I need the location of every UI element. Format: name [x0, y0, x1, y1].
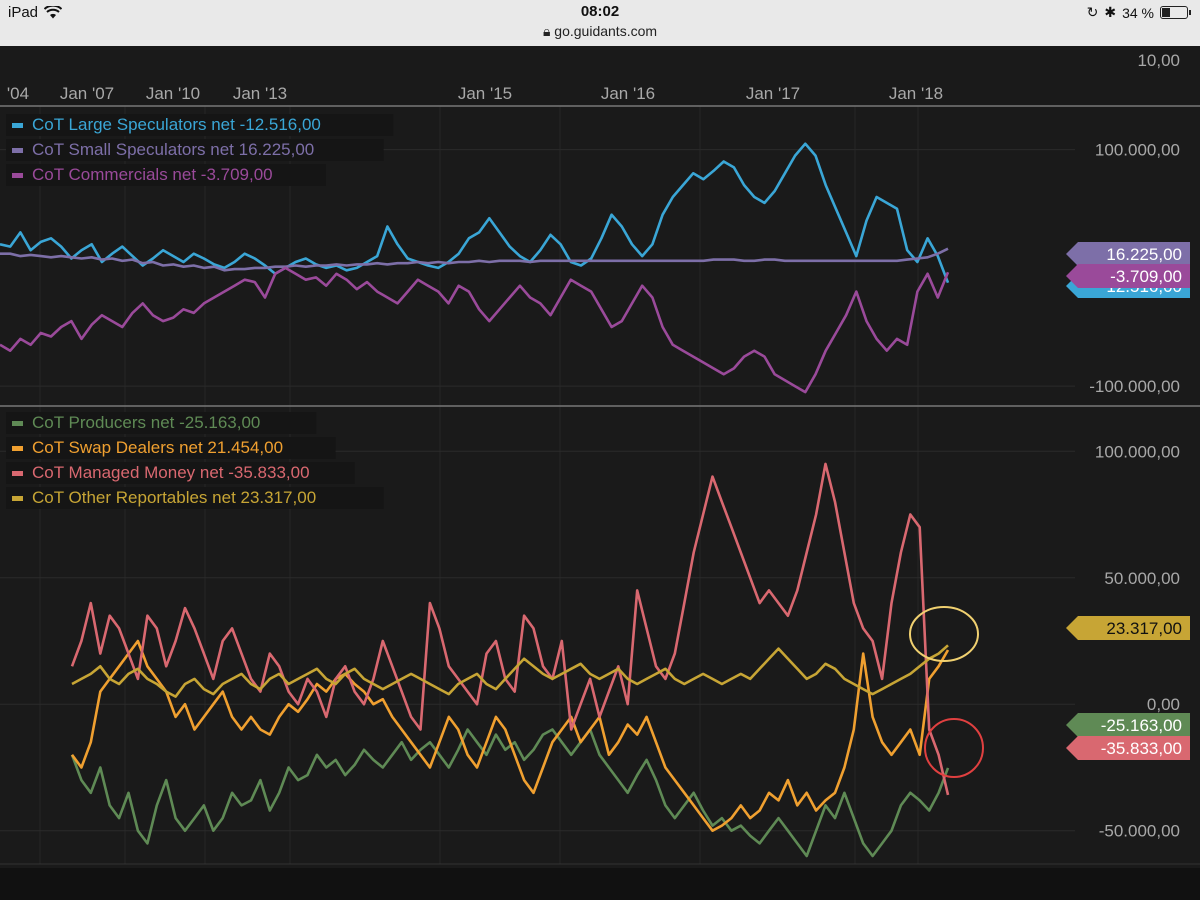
- chart-area[interactable]: '04 Jan '07 Jan '10 Jan '13 Jan '15 Jan '16 Ja…: [0, 46, 1200, 868]
- highlight-circle-yellow: [909, 606, 979, 662]
- panel2-series-line-3: [71, 644, 949, 698]
- battery-percent: 34 %: [1122, 4, 1154, 21]
- panel2-value-tag-3: [1066, 616, 1190, 640]
- panel2-y-tick-label-3: -50.000,00: [1099, 822, 1180, 841]
- panel1-legend-bg-2: [6, 164, 326, 186]
- panel1-series-line-1: [0, 247, 949, 272]
- device-label: iPad: [8, 4, 39, 21]
- panel1-value-tag-2: [1066, 264, 1190, 288]
- x-tick-label-7: Jan '18: [889, 84, 943, 103]
- status-left: iPad: [8, 4, 63, 21]
- panel2-series-line-0: [70, 728, 950, 858]
- panel1-legend-swatch-2: [12, 173, 23, 178]
- panel2-y-tick-label-1: 50.000,00: [1104, 569, 1180, 588]
- cot-chart[interactable]: '04 Jan '07 Jan '10 Jan '13 Jan '15 Jan '16 Ja…: [0, 46, 1200, 868]
- panel1-y-tick-label-0: 100.000,00: [1095, 141, 1180, 160]
- x-tick-label-3: Jan '13: [233, 84, 287, 103]
- panel1-series-line-2: [0, 266, 950, 394]
- panel1-legend-bg-0: [6, 114, 394, 136]
- bluetooth-icon: ✱: [1104, 4, 1117, 20]
- panel2-y-tick-label-0: 100.000,00: [1095, 442, 1180, 461]
- x-tick-label-4: Jan '15: [458, 84, 512, 103]
- x-tick-label-5: Jan '16: [601, 84, 655, 103]
- panel2-value-tag-label-0: -25.163,00: [1101, 716, 1182, 735]
- panel2-legend-label-2: CoT Managed Money net -35.833,00: [32, 463, 310, 482]
- panel2-series-line-1: [70, 639, 950, 832]
- panel2-legend-swatch-2: [12, 471, 23, 476]
- status-right: ↻ ✱ 34 %: [1086, 4, 1191, 21]
- panel2-value-tag-0: [1066, 713, 1190, 737]
- panel2-series-line-2: [70, 462, 950, 796]
- highlight-circle-red: [924, 718, 984, 778]
- x-tick-label-1: Jan '07: [60, 84, 114, 103]
- lock-icon: 🔒︎: [542, 23, 551, 39]
- panel2-legend-bg-1: [6, 437, 336, 459]
- battery-icon: [1160, 6, 1191, 19]
- panel1-legend-label-2: CoT Commercials net -3.709,00: [32, 165, 273, 184]
- panel2-legend-label-0: CoT Producers net -25.163,00: [32, 413, 260, 432]
- url-text: go.guidants.com: [554, 23, 658, 39]
- panel2-legend-bg-0: [6, 412, 317, 434]
- panel1-legend-swatch-1: [12, 148, 23, 153]
- bottom-toolbar: [0, 868, 1200, 900]
- panel2-legend-swatch-1: [12, 446, 23, 451]
- rotation-lock-icon: ↻: [1086, 4, 1099, 20]
- panel2-value-tag-label-3: 23.317,00: [1106, 619, 1182, 638]
- panel1-y-tick-label-1: -100.000,00: [1089, 377, 1180, 396]
- panel1-value-tag-label-1: 16.225,00: [1106, 245, 1182, 264]
- panel2-value-tag-2: [1066, 736, 1190, 760]
- panel1-legend-swatch-0: [12, 123, 23, 128]
- panel2-legend-bg-3: [6, 487, 384, 509]
- panel2-legend-swatch-0: [12, 421, 23, 426]
- panel1-legend-label-0: CoT Large Speculators net -12.516,00: [32, 115, 321, 134]
- panel1-legend-bg-1: [6, 139, 384, 161]
- ios-status-bar: iPad 08:02 🔒︎ go.guidants.com ↻ ✱ 34 %: [0, 0, 1200, 46]
- x-tick-label-0: '04: [7, 84, 29, 103]
- x-tick-label-2: Jan '10: [146, 84, 200, 103]
- panel1-legend-label-1: CoT Small Speculators net 16.225,00: [32, 140, 314, 159]
- panel2-value-tag-label-2: -35.833,00: [1101, 739, 1182, 758]
- panel2-legend-label-3: CoT Other Reportables net 23.317,00: [32, 488, 316, 507]
- panel1-series-line-0: [0, 142, 950, 284]
- panel1-value-tag-label-2: -3.709,00: [1110, 267, 1182, 286]
- wifi-icon: [44, 6, 63, 19]
- panel1-value-tag-1: [1066, 242, 1190, 266]
- panel2-legend-label-1: CoT Swap Dealers net 21.454,00: [32, 438, 283, 457]
- panel2-legend-bg-2: [6, 462, 355, 484]
- address-bar[interactable]: 🔒︎ go.guidants.com: [0, 23, 1200, 40]
- panel2-legend-swatch-3: [12, 496, 23, 501]
- x-tick-label-6: Jan '17: [746, 84, 800, 103]
- y-tick-label-top-0: 10,00: [1137, 51, 1180, 70]
- clock: 08:02: [580, 3, 620, 20]
- panel2-y-tick-label-2: 0,00: [1147, 695, 1180, 714]
